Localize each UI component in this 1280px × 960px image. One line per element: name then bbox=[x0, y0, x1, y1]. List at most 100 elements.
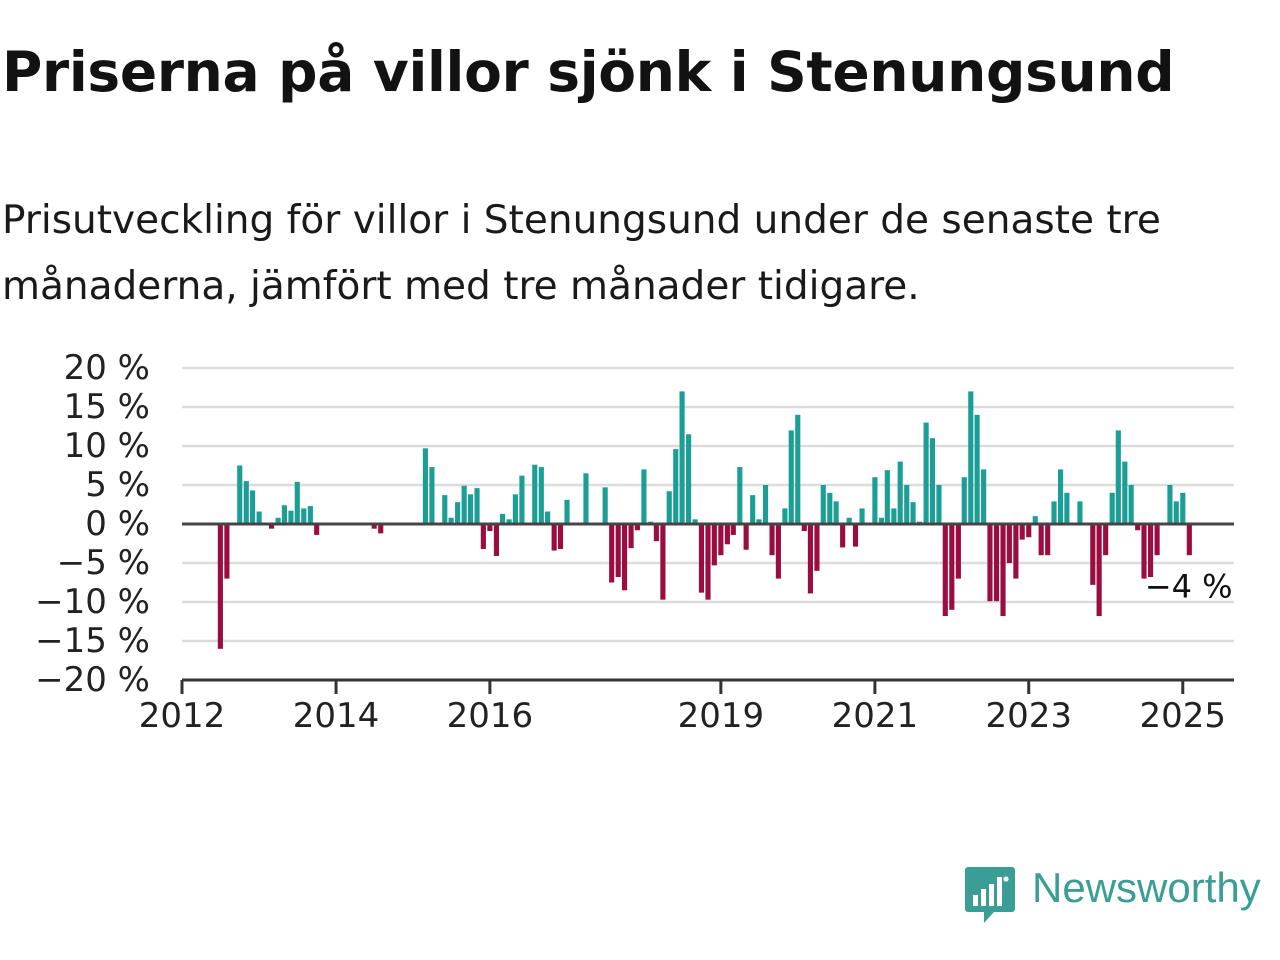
bar bbox=[820, 485, 826, 524]
bar bbox=[1026, 524, 1032, 538]
bar bbox=[1051, 501, 1057, 524]
bar bbox=[487, 524, 493, 532]
bar bbox=[256, 511, 262, 524]
bar bbox=[743, 524, 749, 550]
bar bbox=[281, 505, 287, 524]
bar bbox=[1038, 524, 1044, 556]
bar bbox=[1122, 461, 1128, 524]
bar bbox=[467, 494, 474, 524]
bar bbox=[448, 517, 454, 524]
bar bbox=[634, 524, 640, 531]
bar bbox=[775, 524, 781, 579]
bar bbox=[814, 524, 820, 571]
bar bbox=[499, 513, 506, 524]
bar bbox=[833, 501, 839, 524]
bar-chart: 20 %15 %10 %5 %0 %−5 %−10 %−15 %−20 % 20… bbox=[35, 348, 1234, 736]
x-tick-label: 2014 bbox=[293, 696, 380, 736]
bar bbox=[929, 438, 936, 524]
bar bbox=[371, 524, 377, 529]
bar bbox=[224, 524, 230, 579]
x-tick-label: 2016 bbox=[447, 696, 534, 736]
bar bbox=[538, 467, 544, 524]
bar bbox=[981, 469, 987, 524]
bar bbox=[718, 524, 724, 556]
bar bbox=[1000, 524, 1006, 617]
bar bbox=[762, 485, 769, 524]
bar bbox=[602, 487, 608, 524]
bar bbox=[532, 464, 538, 524]
y-tick-label: −10 % bbox=[35, 582, 150, 622]
bar bbox=[275, 517, 281, 524]
bar bbox=[1167, 485, 1173, 524]
bar bbox=[904, 485, 910, 524]
annotations: −4 % bbox=[1145, 567, 1233, 605]
bar bbox=[923, 422, 929, 524]
bar bbox=[1128, 485, 1134, 524]
newsworthy-logo-icon bbox=[965, 867, 1015, 923]
bar bbox=[936, 485, 942, 524]
bar bbox=[974, 414, 980, 524]
bar bbox=[949, 524, 955, 610]
bar bbox=[609, 524, 615, 583]
bar bbox=[666, 491, 672, 524]
bar bbox=[243, 481, 249, 524]
bar bbox=[1077, 501, 1083, 524]
bar bbox=[378, 524, 384, 534]
bar bbox=[512, 494, 518, 524]
bar bbox=[737, 467, 743, 524]
bar bbox=[506, 519, 512, 524]
bar bbox=[878, 517, 885, 524]
bar bbox=[968, 391, 974, 524]
bar bbox=[583, 473, 589, 524]
gridlines bbox=[182, 366, 1234, 643]
bar bbox=[250, 490, 256, 524]
bar bbox=[1006, 524, 1012, 563]
bar bbox=[641, 469, 647, 524]
bar bbox=[1103, 524, 1109, 556]
bar bbox=[545, 511, 551, 524]
brand-name: Newsworthy bbox=[1032, 864, 1261, 911]
bar bbox=[782, 508, 788, 524]
bar bbox=[1135, 524, 1141, 531]
bar bbox=[846, 517, 852, 524]
bar bbox=[1147, 524, 1154, 578]
bar bbox=[314, 524, 320, 535]
bar bbox=[564, 499, 570, 524]
bar bbox=[1019, 524, 1025, 540]
bar bbox=[1173, 501, 1179, 524]
bar bbox=[474, 488, 480, 524]
y-tick-label: −15 % bbox=[35, 621, 150, 661]
bars bbox=[217, 391, 1192, 649]
bar bbox=[724, 524, 730, 545]
bar bbox=[621, 524, 628, 591]
bar bbox=[891, 508, 897, 524]
bar bbox=[993, 524, 1000, 602]
x-axis-ticks: 2012 2014 2016 2019 2021 2023 2025 bbox=[139, 680, 1226, 736]
bar bbox=[480, 524, 486, 549]
bar bbox=[698, 524, 705, 593]
bar bbox=[1096, 524, 1102, 617]
bar bbox=[884, 470, 890, 524]
bar bbox=[807, 524, 813, 594]
bar bbox=[788, 430, 794, 524]
y-tick-label: 5 % bbox=[85, 465, 150, 505]
bar bbox=[769, 524, 775, 556]
bar bbox=[955, 524, 961, 579]
bar bbox=[852, 524, 859, 547]
y-tick-label: −20 % bbox=[35, 660, 150, 700]
bar bbox=[859, 508, 865, 524]
x-tick-label: 2023 bbox=[985, 696, 1072, 736]
x-tick-label: 2025 bbox=[1140, 696, 1227, 736]
y-axis-ticks: 20 %15 %10 %5 %0 %−5 %−10 %−15 %−20 % bbox=[35, 348, 150, 700]
bar bbox=[1154, 524, 1160, 556]
bar bbox=[217, 524, 223, 649]
x-tick-label: 2021 bbox=[832, 696, 919, 736]
bar bbox=[493, 524, 499, 556]
bar bbox=[827, 492, 833, 524]
bar bbox=[987, 524, 993, 602]
bar bbox=[307, 506, 313, 524]
y-tick-label: −5 % bbox=[57, 543, 150, 583]
bar bbox=[1013, 524, 1019, 579]
x-tick-label: 2012 bbox=[139, 696, 226, 736]
bar bbox=[872, 477, 878, 524]
